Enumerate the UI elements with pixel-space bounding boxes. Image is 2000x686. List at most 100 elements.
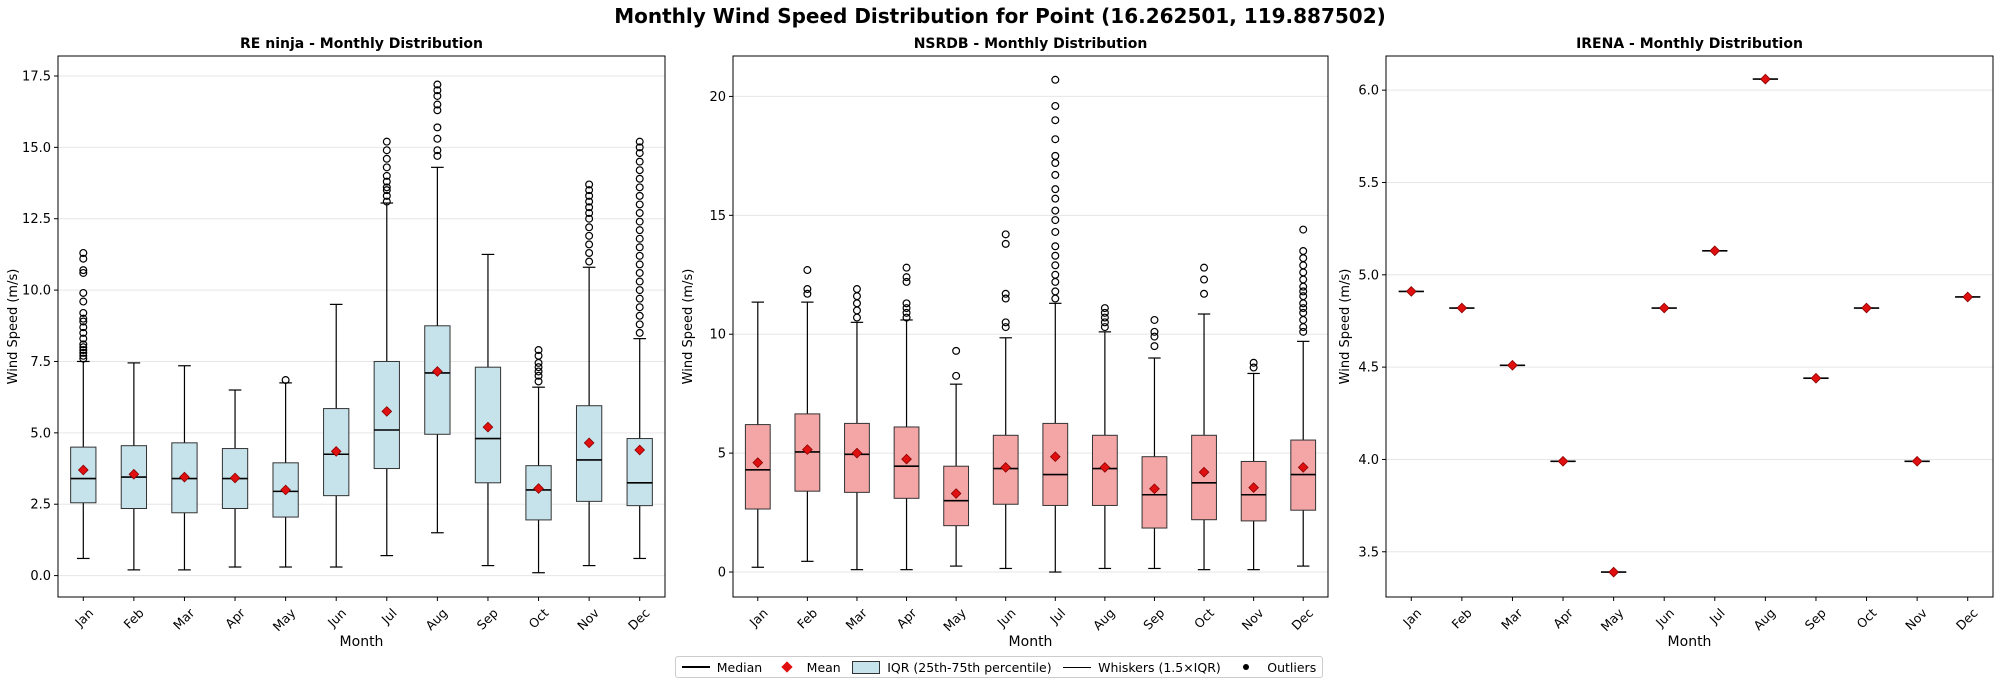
outlier-point [635,217,644,226]
outlier-point [635,183,644,192]
y-tick-label: 10.0 [22,284,51,299]
x-tick-label: Jan [71,605,96,630]
whisker-swatch [1063,666,1092,668]
outlier-point [635,234,644,243]
legend-label-median: Median [716,659,763,675]
outlier-point [382,183,391,192]
y-tick-label: 15.0 [22,141,51,156]
outlier-point [585,209,594,218]
x-tick-label: Jun [324,605,349,630]
mean-marker [381,406,393,417]
x-tick-label: Aug [422,605,450,633]
outlier-point [382,146,391,155]
outlier-point [433,80,442,89]
outlier-point [79,268,88,277]
mean-marker [77,464,89,476]
y-tick-label: 12.5 [22,212,51,227]
legend-item-whiskers: Whiskers (1.5×IQR) [1063,660,1221,675]
outlier-point [534,346,543,355]
outlier-point [635,260,644,269]
outlier-point [635,320,644,329]
outlier-point [635,328,644,337]
outlier-point [79,323,88,332]
outlier-point [635,294,644,303]
legend-label-mean: Mean [806,659,841,675]
outlier-point [585,191,594,200]
outlier-point [79,317,88,326]
mean-marker [634,444,646,456]
outlier-point [433,123,442,132]
outlier-point [585,231,594,240]
x-tick-label: Dec [625,605,653,633]
outlier-point [585,203,594,212]
mean-marker [583,437,595,449]
y-tick-label: 0.0 [30,569,51,584]
outlier-point [433,86,442,95]
outlier-point [635,166,644,175]
y-tick-label: 5.0 [30,426,51,441]
legend-item-outliers: Outliers [1232,660,1316,675]
legend-item-median: Median [681,659,763,675]
mean-marker [432,366,443,377]
outlier-point [635,191,644,200]
x-axis-label: Month [340,634,384,650]
outlier-point [635,137,644,146]
mean-marker [179,471,190,483]
outlier-point [79,288,88,297]
outlier-point [79,254,88,263]
outlier-point [382,197,391,206]
x-tick-label: Apr [222,605,249,632]
outlier-point [635,268,644,277]
x-tick-label: Jul [378,605,400,627]
legend-label-outliers: Outliers [1267,659,1317,675]
outlier-dot-swatch [1243,664,1250,670]
legend-label-whiskers: Whiskers (1.5×IQR) [1098,659,1221,675]
legend-label-iqr: IQR (25th-75th percentile) [887,659,1052,675]
outlier-point [79,334,88,343]
outlier-point [635,209,644,218]
mean-marker [533,483,544,494]
outlier-point [79,328,88,337]
x-tick-label: Oct [526,605,552,631]
y-tick-label: 2.5 [30,498,51,513]
outlier-point [585,240,594,249]
mean-marker [280,484,291,496]
x-tick-label: Nov [574,605,602,633]
outlier-point [433,106,442,115]
outlier-point [635,143,644,152]
y-axis-label: Wind Speed (m/s) [6,269,21,385]
outlier-point [534,351,543,360]
legend-item-mean: Mean [774,660,841,675]
outlier-point [79,343,88,352]
outlier-point [585,186,594,195]
outlier-point [433,134,442,143]
outlier-point [79,314,88,323]
x-tick-label: Sep [474,605,501,632]
outlier-point [635,174,644,183]
iqr-box [575,405,603,502]
outlier-point [433,151,442,160]
outlier-point [585,197,594,206]
outlier-point [382,163,391,172]
outlier-point [382,171,391,180]
x-tick-label: Mar [170,605,198,633]
outlier-point [585,223,594,232]
outlier-point [79,340,88,349]
y-tick-label: 7.5 [30,355,51,370]
iqr-swatch [852,660,881,674]
outlier-point [382,191,391,200]
iqr-box [424,325,451,435]
legend-item-iqr: IQR (25th-75th percentile) [852,659,1052,675]
figure-title: Monthly Wind Speed Distribution for Poin… [614,4,1386,28]
outlier-point [534,377,543,386]
outlier-point [585,180,594,189]
outlier-point [433,91,442,100]
x-tick-label: Feb [121,605,147,631]
mean-marker [128,468,140,480]
outlier-point [635,157,644,166]
mean-marker [229,472,241,484]
outlier-point [79,351,88,360]
subplot-title: RE ninja - Monthly Distribution [240,36,483,52]
outlier-point [534,371,543,380]
